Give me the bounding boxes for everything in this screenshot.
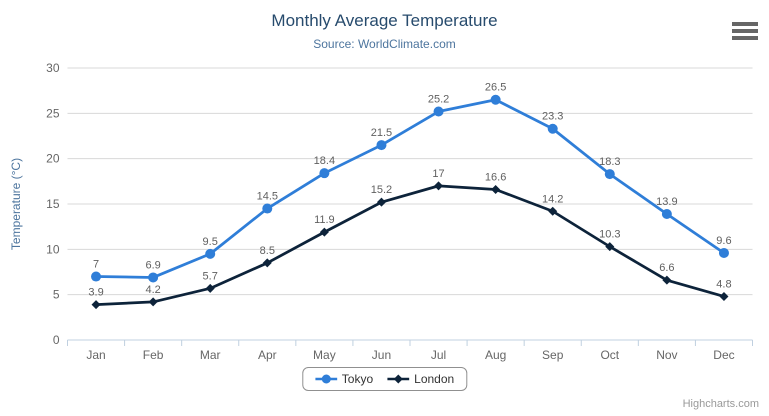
data-label: 7 <box>93 259 99 271</box>
data-label: 26.5 <box>485 82 506 94</box>
data-label: 9.5 <box>203 236 218 248</box>
data-label: 25.2 <box>428 94 449 106</box>
data-label: 18.4 <box>314 155 335 167</box>
legend-label-tokyo: Tokyo <box>341 372 374 386</box>
data-point-marker-london[interactable] <box>319 227 329 237</box>
data-label: 14.5 <box>257 191 278 203</box>
context-menu-button[interactable] <box>732 22 758 40</box>
data-label: 5.7 <box>203 270 218 282</box>
data-point-marker-tokyo[interactable] <box>718 247 729 258</box>
y-axis-label: 25 <box>46 106 60 120</box>
data-label: 3.9 <box>88 287 103 299</box>
x-axis-label: Mar <box>200 348 221 362</box>
data-point-marker-london[interactable] <box>719 291 729 301</box>
hamburger-menu-icon <box>732 29 758 33</box>
x-axis-label: Aug <box>485 348 506 362</box>
legend-item-tokyo[interactable]: Tokyo <box>314 372 374 386</box>
data-label: 6.6 <box>659 262 674 274</box>
data-point-marker-london[interactable] <box>434 181 444 191</box>
data-point-marker-london[interactable] <box>376 197 386 207</box>
hamburger-menu-icon <box>732 22 758 26</box>
x-axis-label: Feb <box>143 348 164 362</box>
data-point-marker-tokyo[interactable] <box>148 272 159 283</box>
data-point-marker-london[interactable] <box>148 297 158 307</box>
x-axis-label: Jul <box>431 348 446 362</box>
y-axis-label: 20 <box>46 152 60 166</box>
x-axis-label: Dec <box>713 348 734 362</box>
series-line-tokyo <box>94 98 726 279</box>
data-label: 11.9 <box>314 214 335 226</box>
data-point-marker-london[interactable] <box>548 206 558 216</box>
data-point-marker-london[interactable] <box>605 242 615 252</box>
data-point-marker-tokyo[interactable] <box>376 140 387 151</box>
data-point-marker-tokyo[interactable] <box>433 106 444 117</box>
x-axis-label: May <box>313 348 336 362</box>
data-label: 4.2 <box>145 284 160 296</box>
chart-title: Monthly Average Temperature <box>271 11 498 30</box>
y-axis-label: 10 <box>46 242 60 256</box>
legend-label-london: London <box>414 372 455 386</box>
x-axis-label: Jan <box>86 348 105 362</box>
x-axis-label: Apr <box>258 348 277 362</box>
data-label: 23.3 <box>542 111 563 123</box>
x-axis-label: Sep <box>542 348 564 362</box>
x-axis-label: Oct <box>600 348 619 362</box>
legend-item-london[interactable]: London <box>387 372 454 386</box>
data-point-marker-london[interactable] <box>205 283 215 293</box>
data-point-marker-tokyo[interactable] <box>661 208 672 219</box>
data-label: 6.9 <box>145 259 160 271</box>
data-point-marker-tokyo[interactable] <box>262 203 273 214</box>
data-label: 13.9 <box>656 196 677 208</box>
data-label: 10.3 <box>599 229 620 241</box>
y-axis-label: 30 <box>46 61 60 75</box>
data-label: 16.6 <box>485 171 506 183</box>
data-point-marker-tokyo[interactable] <box>490 94 501 105</box>
tokyo-series-marker-icon <box>314 374 337 384</box>
data-point-marker-tokyo[interactable] <box>547 123 558 134</box>
london-series-marker-icon <box>387 374 410 384</box>
data-point-marker-tokyo[interactable] <box>205 248 216 259</box>
data-label: 18.3 <box>599 156 620 168</box>
chart-subtitle: Source: WorldClimate.com <box>313 37 456 51</box>
data-point-marker-london[interactable] <box>262 258 272 268</box>
data-label: 14.2 <box>542 193 563 205</box>
data-point-marker-tokyo[interactable] <box>91 271 102 282</box>
data-label: 8.5 <box>260 245 275 257</box>
y-axis-label: 0 <box>53 333 60 347</box>
data-point-marker-tokyo[interactable] <box>319 168 330 179</box>
y-axis-label: 5 <box>53 288 60 302</box>
hamburger-menu-icon <box>732 36 758 40</box>
credits-link[interactable]: Highcharts.com <box>682 398 759 410</box>
data-point-marker-london[interactable] <box>491 184 501 194</box>
y-axis-label: 15 <box>46 197 60 211</box>
legend: Tokyo London <box>301 367 468 391</box>
data-point-marker-london[interactable] <box>662 275 672 285</box>
data-label: 17 <box>432 168 444 180</box>
data-label: 9.6 <box>716 235 731 247</box>
data-point-marker-london[interactable] <box>91 300 101 310</box>
x-axis-label: Jun <box>372 348 391 362</box>
data-point-marker-tokyo[interactable] <box>604 169 615 180</box>
x-axis-label: Nov <box>656 348 677 362</box>
data-label: 21.5 <box>371 127 392 139</box>
data-label: 4.8 <box>716 278 731 290</box>
series-line-london <box>94 184 726 307</box>
data-label: 15.2 <box>371 184 392 196</box>
